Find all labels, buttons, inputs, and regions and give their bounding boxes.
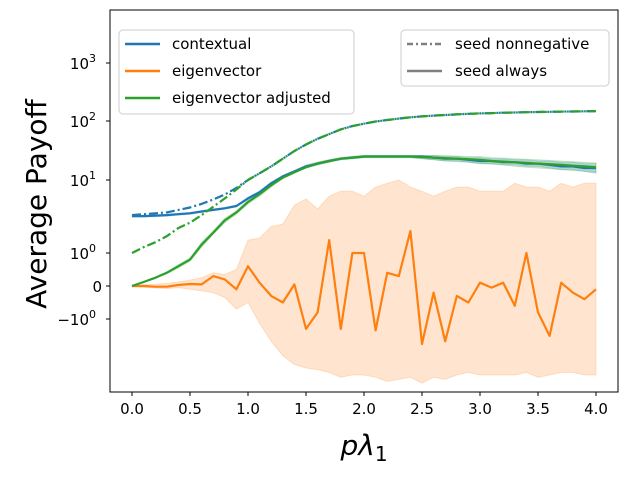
y-tick-label: −100 xyxy=(57,308,96,329)
legend-label: seed always xyxy=(455,62,547,80)
y-tick-label: 103 xyxy=(70,52,96,73)
x-tick-label: 0.0 xyxy=(120,400,144,418)
series-line-eigenvector-adjusted-solid xyxy=(131,155,597,288)
series-line-contextual-dashdot xyxy=(131,110,597,217)
x-tick-label: 2.5 xyxy=(410,400,434,418)
x-tick-label: 1.0 xyxy=(236,400,260,418)
x-tick-label: 3.0 xyxy=(468,400,492,418)
series-line-eigenvector-adjusted-dashdot xyxy=(131,110,597,254)
confidence-band-eigenvector-solid xyxy=(131,179,597,384)
series-lines xyxy=(131,110,597,346)
y-axis: 103 102 101 100 0 −100 xyxy=(57,52,110,329)
series-line-eigenvector-solid xyxy=(132,229,597,346)
x-tick-label: 0.5 xyxy=(178,400,202,418)
plot-area xyxy=(131,110,597,384)
legend-label: contextual xyxy=(172,35,251,53)
x-tick-label: 1.5 xyxy=(294,400,318,418)
legend-label: eigenvector adjusted xyxy=(172,89,331,107)
x-axis: 0.0 0.5 1.0 1.5 2.0 2.5 3.0 3.5 4.0 xyxy=(120,392,608,418)
legend-label: eigenvector xyxy=(172,62,262,80)
x-tick-label: 4.0 xyxy=(584,400,608,418)
y-tick-label: 102 xyxy=(70,110,96,131)
y-tick-label: 0 xyxy=(92,278,102,296)
legend-methods: contextual eigenvector eigenvector adjuste… xyxy=(118,29,355,115)
legend-styles-box xyxy=(400,29,610,87)
y-axis-label: Average Payoff xyxy=(20,98,53,308)
legend-styles: seed nonnegative seed always xyxy=(400,29,610,87)
legend-label: seed nonnegative xyxy=(455,35,589,53)
x-tick-label: 2.0 xyxy=(352,400,376,418)
x-axis-label: pλ1 xyxy=(339,429,387,466)
x-tick-label: 3.5 xyxy=(526,400,550,418)
y-tick-label: 101 xyxy=(70,169,96,190)
legend-methods-box xyxy=(118,29,355,115)
y-tick-label: 100 xyxy=(70,242,96,263)
